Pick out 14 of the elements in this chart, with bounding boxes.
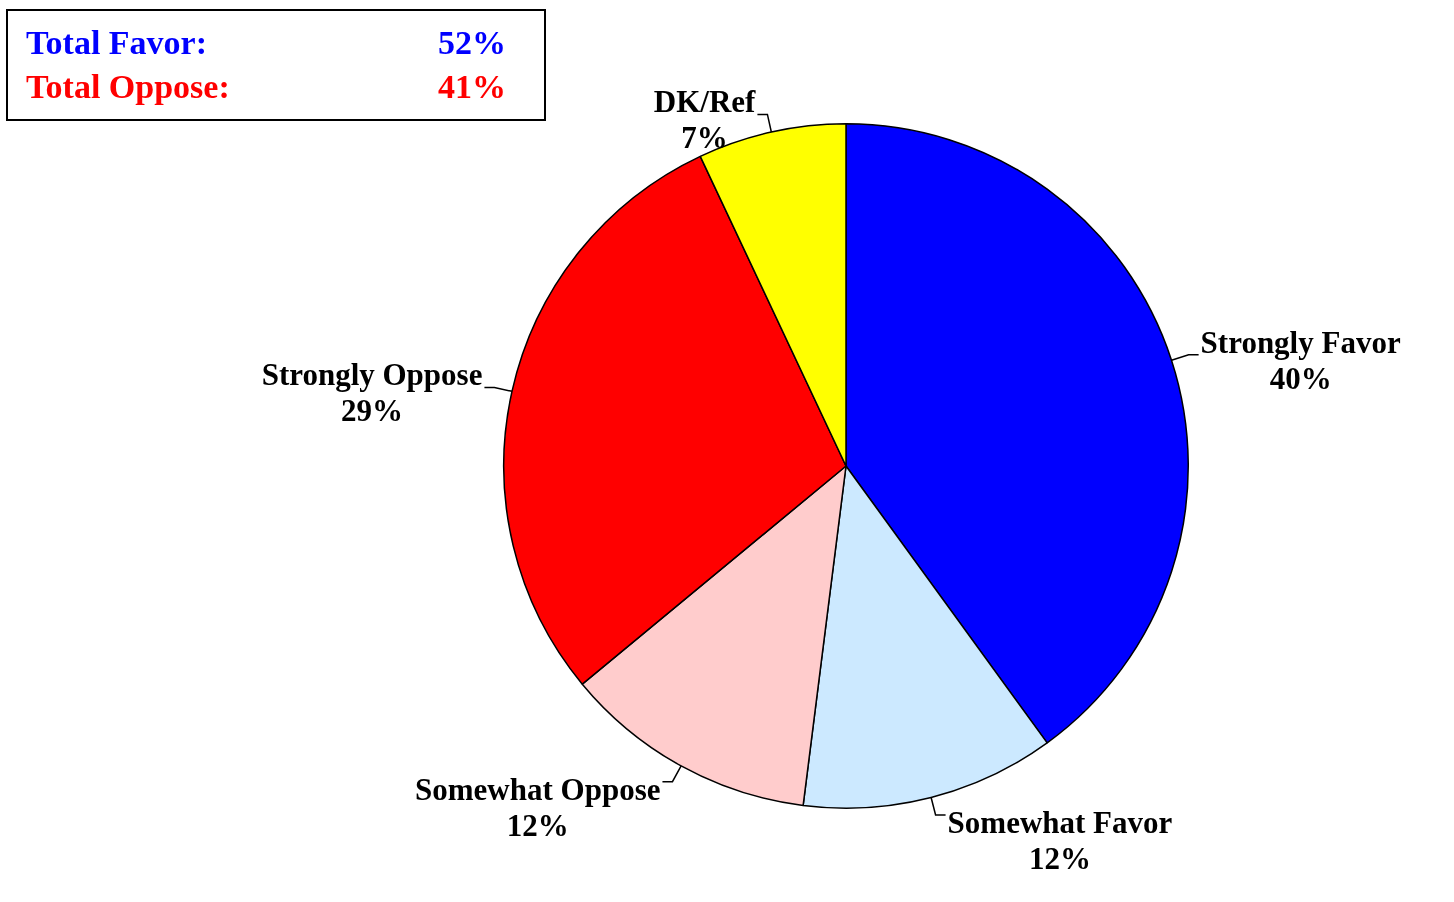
- data-label: 40%: [1269, 360, 1332, 396]
- data-label: 7%: [681, 120, 728, 156]
- slice-label: Strongly Favor: [1200, 324, 1401, 360]
- data-label: 12%: [1028, 840, 1091, 876]
- text: 41%: [438, 67, 506, 107]
- slice-label: Somewhat Oppose: [415, 771, 661, 807]
- text: Total Oppose:: [26, 67, 230, 107]
- slice-label: DK/Ref: [653, 84, 757, 120]
- text: 52%: [438, 23, 506, 63]
- slice-label: Strongly Oppose: [261, 357, 483, 393]
- slice-label: Somewhat Favor: [947, 804, 1173, 840]
- text: Total Favor:: [26, 23, 208, 63]
- data-label: 12%: [506, 807, 569, 843]
- data-label: 29%: [341, 393, 404, 429]
